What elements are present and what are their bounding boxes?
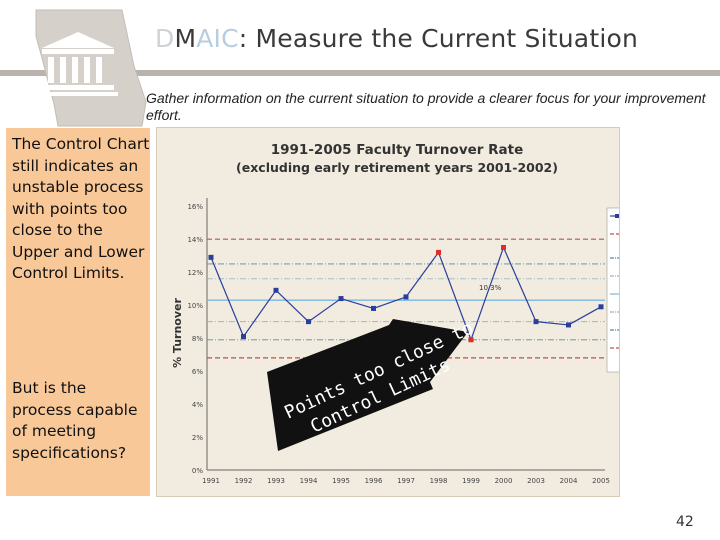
data-point bbox=[273, 287, 279, 293]
x-tick-label: 2004 bbox=[560, 477, 578, 485]
y-tick-label: 6% bbox=[192, 368, 203, 376]
series-segment bbox=[502, 247, 537, 322]
left-text-panel: The Control Chart still indicates an uns… bbox=[6, 128, 150, 496]
series-segment bbox=[340, 297, 374, 310]
series-segment bbox=[568, 306, 602, 326]
x-tick-label: 2000 bbox=[495, 477, 513, 485]
control-chart-svg: 1991-2005 Faculty Turnover Rate (excludi… bbox=[171, 142, 619, 485]
page-subtitle: Gather information on the current situat… bbox=[146, 90, 706, 123]
x-tick-label: 1993 bbox=[267, 477, 285, 485]
control-chart: 1991-2005 Faculty Turnover Rate (excludi… bbox=[156, 127, 620, 497]
x-tick-label: 1996 bbox=[365, 477, 383, 485]
data-point bbox=[403, 294, 409, 300]
y-tick-label: 0% bbox=[192, 467, 203, 475]
y-tick-label: 10% bbox=[187, 302, 203, 310]
series-segment bbox=[243, 289, 277, 337]
legend-box bbox=[606, 207, 619, 373]
data-point bbox=[501, 244, 506, 250]
georgia-state-logo bbox=[35, 9, 147, 127]
data-point bbox=[208, 254, 214, 260]
y-tick-label: 16% bbox=[187, 203, 203, 211]
series-segment bbox=[210, 257, 245, 337]
page-number: 42 bbox=[676, 514, 694, 530]
data-point bbox=[566, 322, 571, 328]
x-tick-label: 1991 bbox=[202, 477, 220, 485]
series-segment bbox=[470, 247, 505, 340]
series-segment bbox=[275, 289, 309, 323]
title-letter-d: D bbox=[155, 24, 175, 53]
chart-subtitle: (excluding early retirement years 2001-2… bbox=[236, 160, 558, 175]
x-tick-label: 1999 bbox=[462, 477, 480, 485]
page-title: DMAIC: Measure the Current Situation bbox=[155, 24, 638, 53]
x-tick-label: 2003 bbox=[527, 477, 545, 485]
legend-marker bbox=[615, 214, 619, 218]
average-value-label: 10.3% bbox=[479, 284, 502, 292]
series-segment bbox=[308, 298, 342, 323]
series-segment bbox=[535, 321, 569, 326]
data-point bbox=[598, 304, 604, 310]
x-tick-label: 1992 bbox=[235, 477, 253, 485]
y-tick-label: 14% bbox=[187, 236, 203, 244]
callout-arrow-shape bbox=[267, 319, 468, 451]
data-point bbox=[436, 249, 441, 255]
x-tick-label: 1995 bbox=[332, 477, 350, 485]
panel-paragraph-2: But is the process capable of meeting sp… bbox=[12, 379, 138, 462]
y-tick-label: 4% bbox=[192, 401, 203, 409]
x-tick-label: 1997 bbox=[397, 477, 415, 485]
header-rule bbox=[0, 70, 720, 76]
data-point bbox=[533, 319, 539, 325]
y-tick-label: 12% bbox=[187, 269, 203, 277]
y-tick-label: 8% bbox=[192, 335, 203, 343]
data-point bbox=[371, 305, 376, 311]
data-point bbox=[468, 337, 474, 343]
callout-arrow: Points too close to Control Limits bbox=[267, 317, 477, 451]
series-segment bbox=[405, 252, 439, 298]
title-letter-m: M bbox=[174, 24, 197, 53]
x-tick-label: 1994 bbox=[300, 477, 318, 485]
y-axis-label: % Turnover bbox=[171, 298, 184, 368]
y-tick-label: 2% bbox=[192, 434, 203, 442]
data-point bbox=[241, 333, 246, 339]
chart-title: 1991-2005 Faculty Turnover Rate bbox=[271, 142, 524, 158]
series-segment bbox=[437, 252, 472, 340]
panel-paragraph-1: The Control Chart still indicates an uns… bbox=[12, 135, 150, 282]
title-letters-aic: AIC bbox=[196, 24, 239, 53]
title-rest: : Measure the Current Situation bbox=[238, 24, 639, 53]
x-tick-label: 2005 bbox=[592, 477, 610, 485]
series-segment bbox=[373, 296, 407, 310]
x-tick-label: 1998 bbox=[430, 477, 448, 485]
data-point bbox=[338, 296, 344, 302]
data-point bbox=[306, 319, 311, 325]
